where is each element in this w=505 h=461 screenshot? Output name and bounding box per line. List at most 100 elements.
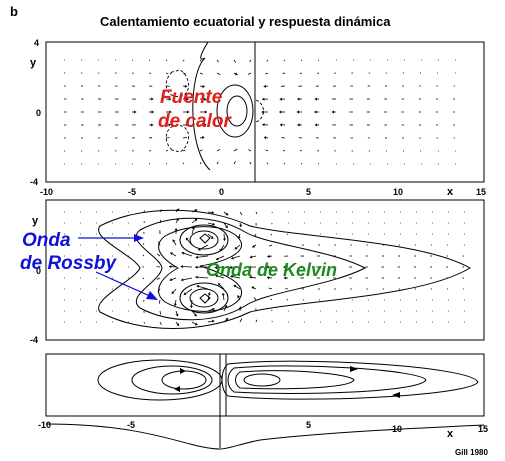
walker-arrow-1 bbox=[180, 368, 186, 374]
top-ytick-0: 0 bbox=[36, 108, 41, 118]
wind-vector-head bbox=[180, 265, 183, 269]
wind-vector-head bbox=[299, 265, 303, 269]
wind-vector-head bbox=[204, 97, 207, 101]
wind-vector-head bbox=[183, 292, 187, 295]
wind-vector bbox=[255, 319, 258, 323]
wind-vector-head bbox=[212, 222, 215, 226]
east-cell-core bbox=[243, 373, 281, 387]
wind-vector-head bbox=[185, 237, 189, 241]
wind-vector bbox=[199, 59, 202, 62]
bottom-xtick-neg10: -10 bbox=[38, 420, 51, 430]
wind-vector bbox=[199, 162, 202, 165]
wind-vector-head bbox=[176, 323, 179, 326]
wind-vector-head bbox=[216, 257, 219, 261]
wind-vector bbox=[165, 150, 169, 152]
wind-vector-head bbox=[172, 239, 176, 243]
wind-vector bbox=[199, 72, 203, 75]
wind-vector-head bbox=[171, 291, 175, 294]
wind-vector-head bbox=[233, 284, 237, 288]
top-xtick-neg10: -10 bbox=[40, 187, 53, 197]
wind-vector-head bbox=[249, 275, 252, 279]
wind-vector bbox=[239, 318, 243, 323]
wind-vector-head bbox=[331, 110, 334, 114]
wind-vector bbox=[255, 211, 258, 215]
wind-vector bbox=[300, 59, 303, 61]
wind-vector-head bbox=[225, 212, 229, 216]
wind-vector-head bbox=[186, 123, 189, 127]
wind-vector-head bbox=[181, 278, 184, 282]
middle-ytick-neg4: -4 bbox=[30, 335, 38, 345]
wind-vector-head bbox=[224, 305, 228, 308]
wind-vector bbox=[165, 162, 168, 165]
wind-vector-head bbox=[169, 265, 172, 269]
middle-panel-frame bbox=[45, 199, 485, 341]
east-arrow-2 bbox=[392, 392, 400, 398]
wind-vector bbox=[299, 150, 303, 152]
kelvin-label: Onda de Kelvin bbox=[206, 260, 337, 280]
top-contour-top bbox=[200, 41, 209, 60]
wind-vector-head bbox=[234, 72, 238, 76]
wind-vector bbox=[182, 137, 187, 139]
wind-vector-head bbox=[225, 225, 228, 229]
wind-vector-head bbox=[181, 251, 185, 255]
wind-vector bbox=[266, 162, 269, 165]
bottom-panel-frame bbox=[45, 353, 485, 417]
wind-vector-head bbox=[151, 123, 154, 127]
wind-vector-head bbox=[211, 319, 215, 323]
wind-vector bbox=[158, 299, 161, 304]
figure-credit: Gill 1980 bbox=[455, 448, 488, 457]
wind-vector-head bbox=[296, 110, 299, 114]
wind-vector bbox=[216, 72, 221, 75]
heat-source-label-line1: Fuente bbox=[160, 87, 223, 108]
wind-vector-head bbox=[218, 283, 221, 287]
wind-vector-head bbox=[314, 97, 317, 101]
wind-vector-head bbox=[214, 265, 218, 270]
wind-vector-head bbox=[237, 295, 241, 298]
wind-vector-head bbox=[263, 136, 267, 140]
middle-ytick-0: 0 bbox=[36, 266, 41, 276]
wind-vector-head bbox=[186, 110, 190, 114]
wind-vector bbox=[142, 243, 145, 246]
wind-vector bbox=[182, 59, 185, 62]
middle-cyclone-south-outer bbox=[179, 282, 229, 314]
wind-vector bbox=[156, 253, 161, 257]
wind-vector bbox=[159, 310, 162, 315]
top-x-axis-name: x bbox=[447, 186, 454, 198]
bottom-xtick-10: 10 bbox=[392, 424, 402, 434]
wind-vector bbox=[248, 149, 252, 152]
top-xtick-0: 0 bbox=[219, 187, 224, 197]
wind-vector bbox=[156, 277, 161, 280]
top-vector-field bbox=[63, 59, 456, 165]
wind-vector bbox=[165, 72, 169, 74]
wind-vector bbox=[283, 162, 286, 165]
middle-contours bbox=[98, 209, 471, 329]
panel-letter: b bbox=[10, 4, 18, 19]
wind-vector bbox=[270, 233, 273, 236]
wind-vector-head bbox=[175, 313, 179, 317]
bottom-xtick-5: 5 bbox=[306, 420, 311, 430]
wind-vector-head bbox=[204, 110, 208, 114]
wind-vector bbox=[265, 72, 269, 75]
wind-vector-head bbox=[189, 305, 194, 308]
bottom-xtick-15: 15 bbox=[478, 424, 488, 434]
walker-cell bbox=[97, 359, 223, 401]
hadley-like-cell bbox=[221, 360, 479, 400]
figure-title: Calentamiento ecuatorial y respuesta din… bbox=[100, 14, 391, 29]
wind-vector-head bbox=[314, 110, 317, 114]
middle-contour-outer bbox=[98, 209, 471, 329]
wind-vector bbox=[199, 149, 203, 152]
top-xtick-5: 5 bbox=[306, 187, 311, 197]
wind-vector bbox=[283, 59, 286, 62]
walker-cell-inner bbox=[161, 370, 207, 390]
wind-vector-head bbox=[231, 256, 234, 260]
wind-vector-head bbox=[194, 218, 198, 222]
top-contours bbox=[165, 41, 264, 171]
middle-cyclone-north-inner bbox=[189, 230, 219, 250]
wind-vector-head bbox=[229, 265, 232, 269]
wind-vector bbox=[148, 59, 151, 61]
bottom-x-axis-name: x bbox=[447, 428, 454, 440]
wind-vector bbox=[182, 72, 186, 75]
wind-vector bbox=[142, 254, 145, 257]
walker-cell-mid bbox=[131, 365, 213, 395]
